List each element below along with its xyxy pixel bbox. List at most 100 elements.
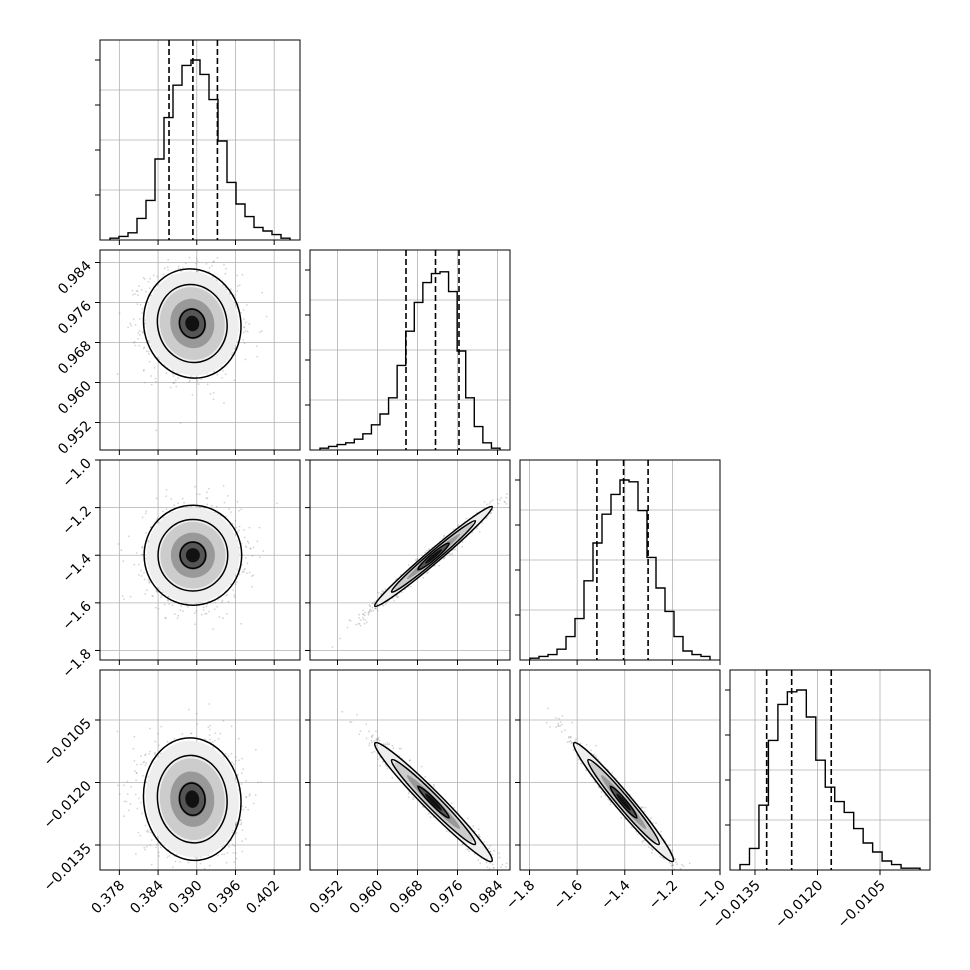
- density-fill: [425, 549, 442, 564]
- sample-point: [504, 501, 506, 503]
- sample-point: [160, 596, 162, 598]
- sample-point: [117, 543, 120, 545]
- sample-point: [200, 872, 202, 874]
- sample-point: [140, 763, 143, 766]
- sample-point: [231, 761, 234, 764]
- sample-point: [241, 571, 244, 573]
- sample-point: [148, 753, 151, 755]
- sample-point: [142, 347, 145, 350]
- sample-point: [243, 318, 245, 320]
- sample-point: [357, 623, 360, 625]
- contour-line: [373, 505, 494, 608]
- sample-point: [246, 874, 248, 876]
- sample-point: [147, 350, 150, 353]
- sample-point: [209, 392, 212, 395]
- sample-point: [132, 293, 135, 296]
- sample-point: [212, 398, 215, 401]
- sample-point: [443, 535, 445, 538]
- sample-point: [157, 732, 160, 735]
- sample-point: [374, 607, 377, 609]
- sample-point: [222, 719, 225, 722]
- sample-point: [248, 794, 251, 797]
- sample-point: [129, 595, 132, 598]
- sample-point: [221, 853, 223, 856]
- sample-point: [165, 372, 168, 375]
- sample-point: [145, 350, 148, 353]
- sample-point: [133, 341, 135, 344]
- sample-point: [135, 290, 138, 292]
- sample-point: [358, 617, 361, 619]
- histogram-3: [739, 689, 921, 870]
- sample-point: [457, 524, 460, 526]
- sample-point: [348, 619, 351, 621]
- sample-point: [205, 612, 208, 615]
- sample-point: [212, 392, 215, 394]
- sample-point: [236, 285, 239, 287]
- sample-point: [169, 386, 172, 389]
- sample-point: [261, 291, 263, 294]
- sample-point: [148, 582, 151, 584]
- sample-point: [233, 596, 236, 599]
- axes-frame: [519, 459, 721, 661]
- sample-point: [182, 267, 184, 269]
- sample-point: [461, 546, 464, 548]
- sample-point: [163, 603, 166, 606]
- sample-point: [172, 382, 175, 384]
- sample-point: [154, 751, 156, 754]
- sample-point: [225, 613, 228, 615]
- sample-point: [371, 602, 373, 605]
- sample-point: [223, 501, 226, 504]
- sample-point: [185, 602, 188, 604]
- hist-panel-3: [725, 669, 931, 871]
- sample-point: [212, 872, 214, 874]
- sample-point: [195, 262, 198, 265]
- sample-point: [173, 613, 176, 615]
- sample-point: [238, 880, 240, 882]
- sample-point: [515, 484, 517, 486]
- sample-point: [368, 609, 371, 612]
- sample-point: [249, 571, 251, 574]
- sample-point: [451, 552, 454, 555]
- sample-point: [121, 595, 124, 597]
- sample-point: [155, 843, 158, 846]
- sample-point: [147, 353, 150, 355]
- sample-point: [142, 276, 145, 279]
- sample-point: [143, 368, 145, 371]
- sample-point: [524, 478, 526, 480]
- sample-point: [426, 572, 428, 575]
- sample-point: [149, 277, 151, 280]
- sample-point: [171, 604, 174, 606]
- sample-point: [144, 381, 146, 384]
- sample-point: [177, 377, 180, 380]
- sample-point: [465, 517, 468, 520]
- sample-point: [118, 793, 121, 796]
- sample-point: [248, 526, 251, 529]
- sample-point: [129, 803, 132, 805]
- sample-point: [222, 485, 225, 487]
- sample-point: [240, 622, 243, 625]
- sample-point: [358, 613, 361, 616]
- sample-point: [331, 646, 334, 649]
- sample-point: [235, 857, 238, 860]
- sample-point: [362, 616, 364, 619]
- sample-point: [228, 508, 230, 510]
- sample-point: [367, 613, 370, 616]
- sample-point: [212, 746, 215, 748]
- sample-point: [245, 557, 247, 559]
- sample-point: [127, 535, 130, 538]
- sample-point: [165, 488, 168, 491]
- sample-point: [453, 548, 455, 551]
- contour-line: [156, 283, 228, 364]
- sample-point: [382, 590, 385, 593]
- sample-point: [157, 607, 160, 610]
- sample-point: [141, 516, 144, 519]
- sample-point: [205, 605, 208, 608]
- sample-point: [243, 568, 246, 571]
- sample-point: [195, 493, 198, 495]
- histogram-2: [529, 479, 711, 660]
- sample-point: [133, 735, 136, 738]
- sample-point: [199, 506, 202, 508]
- sample-point: [401, 591, 403, 594]
- sample-point: [158, 855, 160, 857]
- sample-point: [132, 318, 135, 321]
